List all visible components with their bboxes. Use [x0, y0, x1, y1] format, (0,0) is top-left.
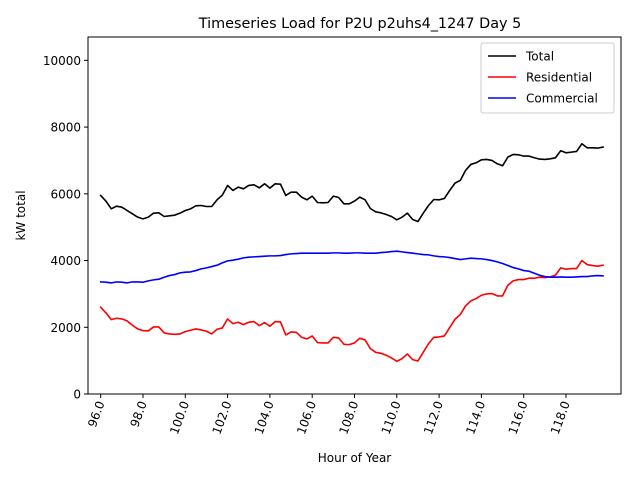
y-tick-label: 0	[73, 388, 81, 402]
legend-label-residential: Residential	[526, 71, 592, 85]
series-line-total	[99, 142, 604, 223]
x-axis-ticks: 96.0 98.0 100.0 102.0 104.0 106.0 108.0 110.0 11…	[85, 394, 573, 436]
legend-label-commercial: Commercial	[526, 92, 598, 106]
legend-entries: Total Residential Commercial	[488, 50, 598, 106]
y-tick-label: 8000	[50, 121, 81, 135]
x-tick-label: 100.0	[167, 399, 192, 436]
series-line-commercial	[99, 250, 604, 284]
series-layer	[99, 142, 604, 363]
x-tick-label: 96.0	[85, 399, 107, 429]
legend-label-total: Total	[525, 50, 554, 64]
series-line-residential	[99, 259, 604, 363]
x-tick-label: 116.0	[506, 399, 531, 436]
legend: Total Residential Commercial	[480, 42, 615, 114]
x-tick-label: 110.0	[379, 399, 404, 436]
x-tick-label: 112.0	[421, 399, 446, 436]
y-tick-label: 6000	[50, 187, 81, 201]
x-tick-label: 114.0	[463, 399, 488, 436]
legend-box	[480, 42, 615, 114]
y-tick-label: 2000	[50, 321, 81, 335]
x-axis-label: Hour of Year	[318, 451, 392, 465]
x-tick-label: 104.0	[252, 399, 277, 436]
y-tick-label: 4000	[50, 254, 81, 268]
y-axis-ticks: 0 2000 4000 6000 8000 10000	[43, 54, 88, 402]
x-tick-label: 106.0	[294, 399, 319, 436]
y-axis-label: kW total	[14, 190, 28, 240]
y-tick-label: 10000	[43, 54, 81, 68]
x-tick-label: 118.0	[548, 399, 573, 436]
x-tick-label: 98.0	[128, 399, 150, 429]
x-tick-label: 108.0	[336, 399, 361, 436]
chart-title: Timeseries Load for P2U p2uhs4_1247 Day …	[198, 16, 522, 32]
x-tick-label: 102.0	[210, 399, 235, 436]
